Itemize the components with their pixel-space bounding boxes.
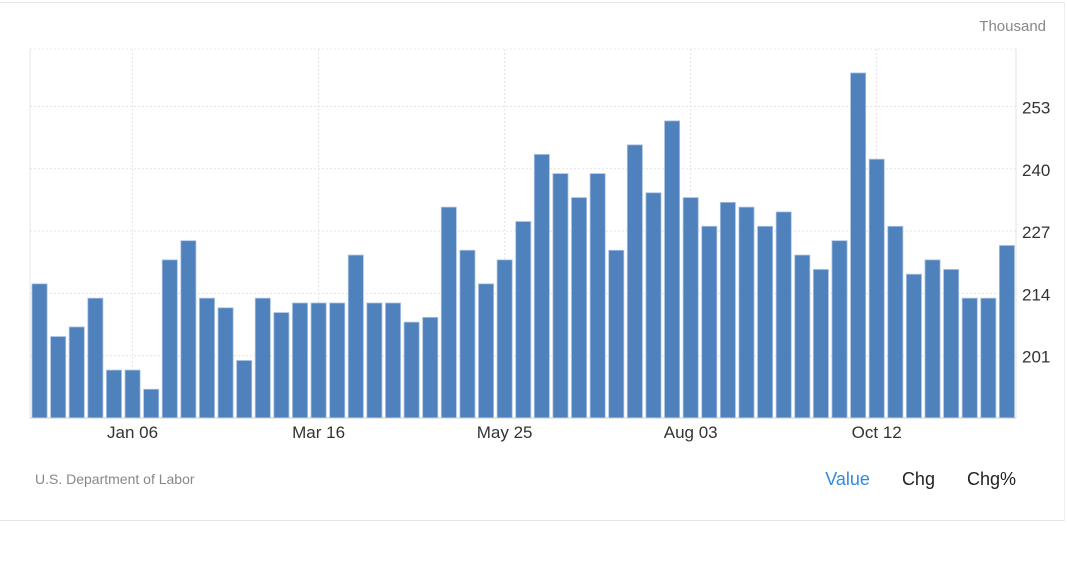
bar [719, 201, 736, 419]
bar [943, 269, 960, 419]
bar [738, 206, 755, 419]
bar [422, 316, 439, 419]
y-tick-label: 214 [1022, 285, 1050, 304]
bar [50, 336, 67, 419]
bar [571, 197, 588, 419]
bar [868, 158, 885, 419]
bar [292, 302, 308, 419]
bar [589, 173, 606, 419]
bar [273, 312, 290, 419]
y-tick-label: 227 [1022, 223, 1050, 242]
chart-card: Thousand U.S. Department of Labor Value … [0, 2, 1065, 521]
bar [608, 249, 625, 419]
bar [850, 72, 867, 419]
source-label: U.S. Department of Labor [35, 471, 195, 487]
bar [329, 302, 346, 419]
bar [68, 326, 85, 419]
x-tick-label: Aug 03 [664, 423, 718, 442]
bar [496, 259, 513, 419]
bar [106, 369, 122, 419]
bar [980, 297, 997, 419]
x-tick-label: Mar 16 [292, 423, 345, 442]
bar [757, 225, 774, 419]
bar [905, 273, 922, 419]
bar [701, 225, 718, 419]
bar [180, 240, 197, 419]
bar [478, 283, 494, 419]
bar [366, 302, 383, 419]
bar [143, 388, 160, 419]
unit-label: Thousand [979, 18, 1046, 35]
tab-value[interactable]: Value [825, 469, 870, 489]
bar [254, 297, 271, 419]
bar [310, 302, 327, 419]
bar [161, 259, 178, 419]
x-tick-label: May 25 [477, 423, 533, 442]
bar [831, 240, 848, 419]
bar [961, 297, 978, 419]
tab-chg[interactable]: Chg [901, 469, 935, 489]
x-tick-label: Jan 06 [107, 423, 158, 442]
view-tabs: Value Chg Chg% [825, 469, 1016, 490]
bar [552, 173, 569, 419]
y-tick-label: 201 [1022, 348, 1050, 367]
bar [645, 192, 662, 419]
bar [459, 249, 476, 419]
bar [217, 307, 234, 419]
bar [515, 221, 532, 419]
bar [775, 211, 792, 419]
bar [794, 254, 811, 419]
y-tick-label: 253 [1022, 99, 1050, 118]
bar [626, 144, 643, 419]
bar [440, 206, 457, 419]
bar [403, 321, 420, 419]
x-tick-label: Oct 12 [852, 423, 902, 442]
bar [664, 120, 681, 419]
tab-chg-percent[interactable]: Chg% [966, 469, 1016, 489]
bar [124, 369, 141, 419]
bar [887, 225, 904, 419]
bar [812, 269, 829, 419]
bar [682, 197, 699, 419]
bar [347, 254, 364, 419]
bar [87, 297, 104, 419]
bar [998, 245, 1015, 419]
bar [924, 259, 941, 419]
bar [236, 360, 253, 419]
y-tick-label: 240 [1022, 161, 1050, 180]
bar [533, 154, 550, 419]
bar [385, 302, 401, 419]
bar [199, 297, 215, 419]
bar [31, 283, 48, 419]
